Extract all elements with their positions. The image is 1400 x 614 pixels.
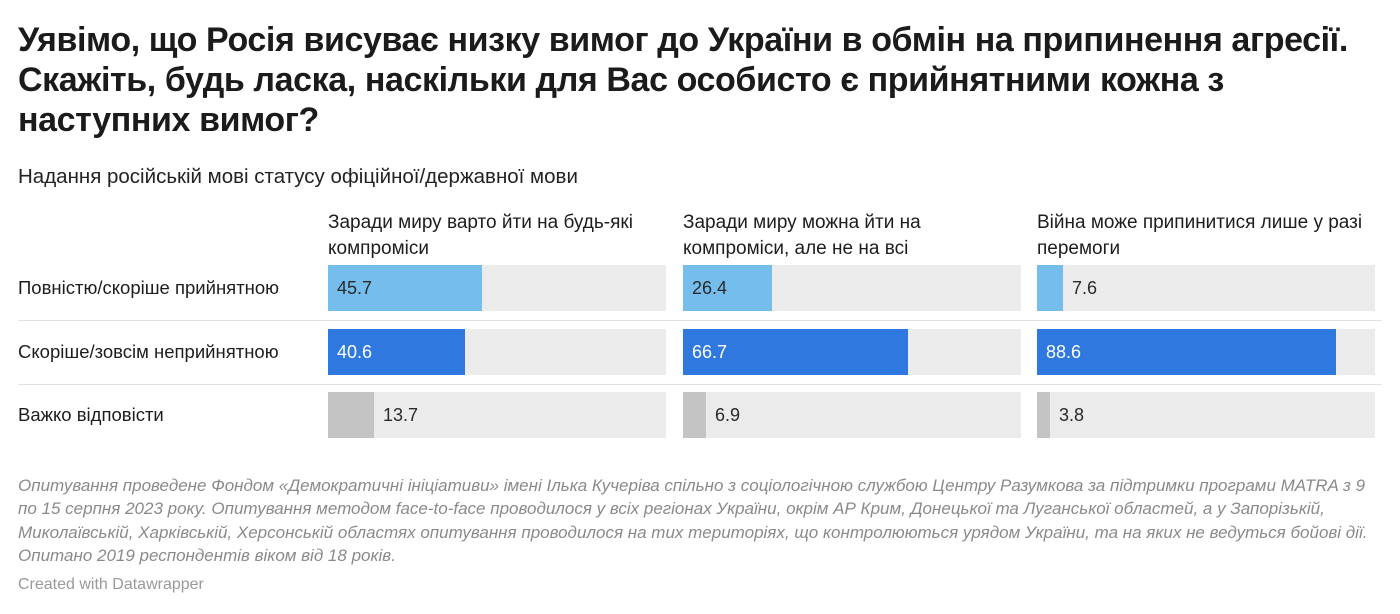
bar-track: 66.7 xyxy=(683,329,1021,375)
bar-track: 88.6 xyxy=(1037,329,1375,375)
bar-acceptable xyxy=(328,265,482,311)
bar-track: 45.7 xyxy=(328,265,666,311)
chart-title: Уявімо, що Росія висуває низку вимог до … xyxy=(18,21,1348,139)
bar-value-label: 3.8 xyxy=(1059,405,1085,425)
bar-unacceptable xyxy=(1037,329,1336,375)
bar-hard-to-say xyxy=(1037,392,1050,438)
row-separator xyxy=(18,320,1382,321)
bar-value-label: 40.6 xyxy=(337,342,373,362)
row-label-acceptable: Повністю/скоріше прийнятною xyxy=(18,277,280,298)
bar-track: 40.6 xyxy=(328,329,666,375)
bar-value-label: 66.7 xyxy=(692,342,728,362)
bar-track: 3.8 xyxy=(1037,392,1375,438)
row-separator xyxy=(18,384,1382,385)
bar-acceptable xyxy=(683,265,772,311)
bar-value-label: 6.9 xyxy=(715,405,741,425)
panel-header-2: Заради миру можна йти на компроміси, але… xyxy=(683,212,921,259)
panel-header-1: Заради миру варто йти на будь-які компро… xyxy=(328,212,633,259)
bar-unacceptable xyxy=(683,329,908,375)
bar-value-label: 26.4 xyxy=(692,278,728,298)
datawrapper-credit: Created with Datawrapper xyxy=(18,576,204,593)
bar-value-label: 13.7 xyxy=(383,405,419,425)
bar-hard-to-say xyxy=(328,392,374,438)
panel-header-3: Війна може припинитися лише у разі перем… xyxy=(1037,212,1363,259)
bar-track: 6.9 xyxy=(683,392,1021,438)
bar-track: 26.4 xyxy=(683,265,1021,311)
bar-hard-to-say xyxy=(683,392,706,438)
row-label-hard-to-say: Важко відповісти xyxy=(18,404,164,425)
bar-acceptable xyxy=(1037,265,1063,311)
bar-value-label: 88.6 xyxy=(1046,342,1082,362)
bar-value-label: 7.6 xyxy=(1072,278,1098,298)
bar-track: 13.7 xyxy=(328,392,666,438)
row-label-unacceptable: Скоріше/зовсім неприйнятною xyxy=(18,341,279,362)
chart-subtitle: Надання російській мові статусу офіційно… xyxy=(18,165,578,188)
bar-value-label: 45.7 xyxy=(337,278,373,298)
bar-unacceptable xyxy=(328,329,465,375)
chart-notes: Опитування проведене Фондом «Демократичн… xyxy=(18,476,1368,566)
bar-track: 7.6 xyxy=(1037,265,1375,311)
